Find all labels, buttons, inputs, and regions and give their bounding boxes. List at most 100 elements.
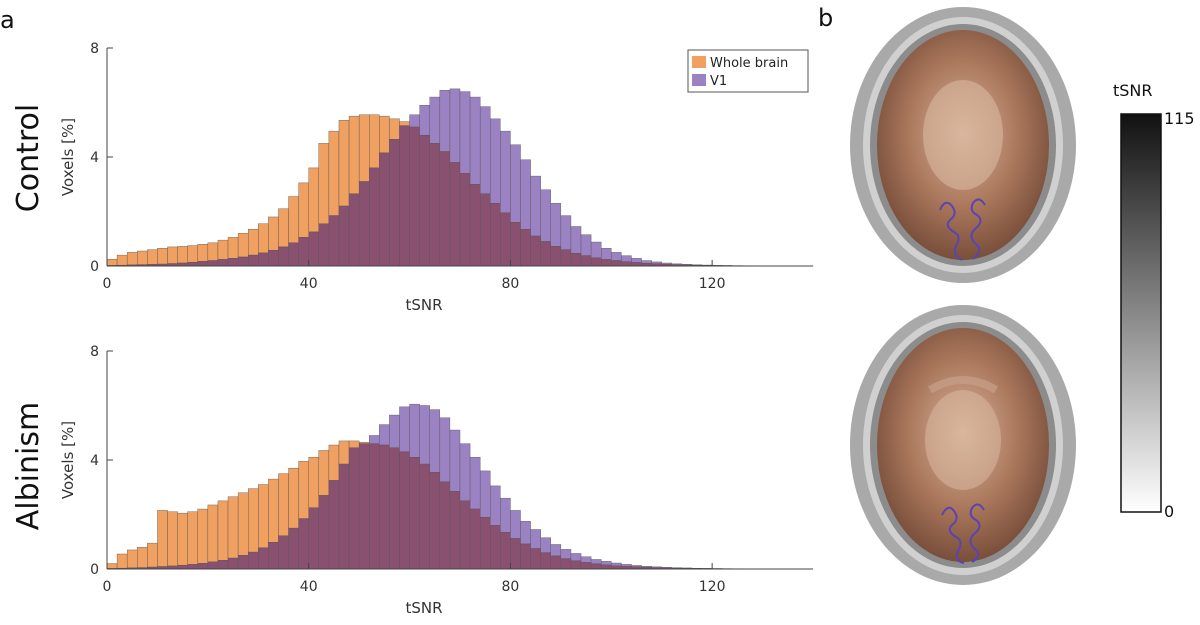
bar-whole-brain-control-4	[147, 249, 158, 265]
bar-overlap-control-19	[298, 237, 309, 267]
bar-overlap-control-44	[550, 246, 562, 267]
legend-label-v1: V1	[710, 74, 727, 89]
bar-v1-control-51	[621, 255, 632, 262]
bar-whole-brain-albinism-13	[237, 492, 249, 556]
bar-overlap-control-14	[247, 254, 259, 267]
bar-v1-albinism-36	[469, 457, 481, 510]
bar-overlap-control-23	[338, 205, 350, 267]
bar-overlap-albinism-45	[560, 558, 572, 570]
bar-overlap-control-41	[520, 229, 531, 267]
bar-whole-brain-control-3	[137, 250, 148, 265]
bar-v1-albinism-41	[520, 521, 531, 545]
bar-whole-brain-albinism-18	[288, 467, 299, 529]
bar-overlap-albinism-27	[379, 444, 390, 570]
bar-whole-brain-control-10	[207, 242, 219, 261]
bar-whole-brain-albinism-5	[157, 510, 168, 567]
v1-outline-albinism	[941, 503, 985, 564]
bar-overlap-albinism-21	[318, 495, 330, 570]
bar-overlap-control-16	[268, 249, 279, 267]
bar-overlap-control-42	[530, 235, 541, 267]
bar-overlap-albinism-7	[177, 564, 188, 570]
bar-overlap-control-48	[590, 257, 602, 267]
legend-swatch-v1	[692, 74, 706, 86]
bar-overlap-control-32	[429, 143, 441, 267]
bar-overlap-albinism-35	[459, 500, 471, 570]
panel-label-b: b	[818, 4, 833, 32]
x-axis-title-control: tSNR	[405, 296, 442, 314]
bar-v1-albinism-39	[500, 497, 511, 533]
bar-overlap-control-9	[197, 261, 209, 267]
bar-v1-albinism-47	[580, 556, 592, 563]
colorbar-gradient	[1120, 113, 1162, 513]
legend-swatch-whole-brain	[692, 56, 706, 68]
bar-whole-brain-control-20	[308, 167, 320, 233]
bar-v1-albinism-26	[369, 435, 380, 444]
bar-overlap-albinism-14	[247, 551, 259, 570]
y-axis-title-control: Voxels [%]	[59, 118, 77, 196]
bar-v1-control-35	[459, 91, 471, 174]
bar-overlap-albinism-23	[338, 463, 350, 570]
bar-overlap-control-24	[348, 193, 360, 267]
bar-v1-control-37	[479, 106, 491, 194]
bar-overlap-control-45	[560, 249, 572, 267]
bar-v1-control-55	[661, 262, 673, 265]
bar-overlap-control-26	[369, 167, 380, 267]
bar-whole-brain-control-27	[379, 115, 390, 154]
bar-overlap-control-12	[227, 258, 239, 267]
bar-whole-brain-albinism-8	[187, 511, 198, 565]
bar-whole-brain-control-1	[116, 254, 128, 266]
bar-whole-brain-control-0	[106, 258, 118, 266]
bar-overlap-control-46	[570, 252, 582, 267]
bar-overlap-albinism-11	[217, 560, 229, 570]
bar-v1-control-33	[439, 90, 451, 152]
row-label-control: Control	[11, 104, 46, 212]
bar-whole-brain-albinism-20	[308, 457, 320, 508]
bar-overlap-albinism-46	[570, 560, 582, 570]
bar-overlap-albinism-10	[207, 561, 219, 570]
bar-overlap-albinism-28	[389, 447, 400, 570]
bar-v1-control-53	[641, 260, 652, 264]
bar-overlap-control-35	[459, 173, 471, 267]
bar-overlap-control-47	[580, 255, 592, 267]
bar-overlap-control-8	[187, 261, 198, 267]
bar-overlap-control-40	[510, 222, 521, 267]
bar-whole-brain-albinism-6	[167, 511, 178, 567]
bar-overlap-control-13	[237, 256, 249, 267]
legend: Whole brain V1	[687, 49, 809, 93]
bar-v1-control-31	[419, 105, 430, 136]
bar-overlap-control-22	[328, 215, 340, 267]
bar-whole-brain-control-2	[126, 252, 138, 266]
bar-overlap-control-49	[601, 259, 612, 267]
x-tick-label-control-120: 120	[699, 276, 726, 292]
bar-whole-brain-albinism-23	[338, 440, 350, 465]
bar-v1-albinism-33	[439, 417, 451, 483]
bar-whole-brain-control-29	[399, 121, 410, 126]
bar-overlap-albinism-41	[520, 543, 531, 570]
bar-overlap-albinism-44	[550, 555, 562, 570]
bar-overlap-control-52	[631, 262, 642, 267]
bar-v1-control-38	[490, 118, 501, 204]
bar-v1-albinism-45	[560, 549, 572, 559]
bar-whole-brain-albinism-1	[116, 553, 128, 569]
bar-overlap-albinism-37	[479, 517, 491, 570]
bar-whole-brain-control-16	[268, 216, 279, 251]
bar-whole-brain-albinism-11	[217, 500, 229, 561]
bar-overlap-albinism-25	[358, 443, 370, 570]
brain-image-albinism	[850, 305, 1076, 585]
legend-box	[687, 49, 809, 93]
bar-whole-brain-albinism-22	[328, 444, 340, 481]
bar-overlap-control-17	[278, 246, 289, 267]
bar-whole-brain-albinism-2	[126, 549, 138, 569]
bar-whole-brain-control-15	[258, 223, 269, 254]
y-tick-label-albinism-0: 0	[90, 562, 99, 578]
bar-whole-brain-albinism-17	[278, 473, 289, 536]
bar-v1-control-46	[570, 226, 582, 254]
bar-v1-albinism-38	[490, 485, 501, 526]
bar-v1-control-39	[500, 130, 511, 214]
bar-v1-albinism-34	[449, 429, 461, 492]
bar-overlap-control-27	[379, 152, 390, 267]
bar-overlap-albinism-36	[469, 508, 481, 570]
bar-v1-albinism-40	[510, 510, 521, 539]
